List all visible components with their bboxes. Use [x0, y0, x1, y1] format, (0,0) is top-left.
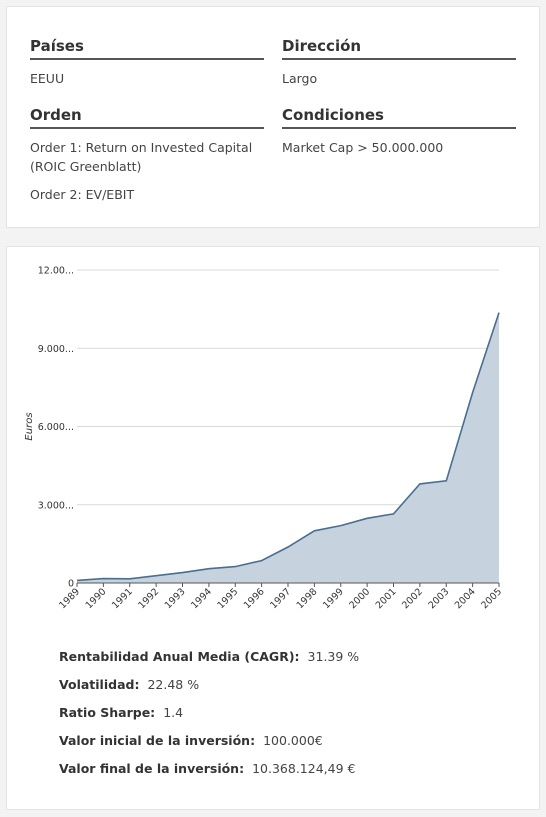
y-tick-label: 3.000...	[38, 500, 74, 511]
y-tick-label: 9.000...	[38, 344, 74, 355]
x-tick-label: 2000	[347, 586, 372, 611]
stat-sharpe: Ratio Sharpe: 1.4	[59, 705, 183, 720]
area-chart: 03.000...6.000...9.000...12.00... 1989 19…	[24, 266, 504, 612]
stat-final-amount: 10.368.124,49 €	[252, 761, 356, 776]
condiciones-title: Condiciones	[282, 106, 516, 129]
stat-initial-label: Valor inicial de la inversión:	[59, 733, 256, 748]
stat-cagr-label: Rentabilidad Anual Media (CAGR):	[59, 649, 300, 664]
condiciones-value: Market Cap > 50.000.000	[282, 140, 444, 155]
y-tick-label: 0	[68, 579, 74, 590]
x-tick-label: 1990	[84, 586, 109, 611]
x-tick-label: 1991	[110, 586, 135, 611]
filters-card: Países EEUU Dirección Largo Orden Order …	[6, 6, 540, 228]
y-tick-label: 6.000...	[38, 422, 74, 433]
orden-item-2: Order 2: EV/EBIT	[30, 187, 135, 202]
x-tick-label: 1996	[242, 586, 267, 611]
x-tick-label: 1989	[57, 586, 82, 611]
y-axis-label: Euros	[24, 412, 35, 440]
stat-volatility-label: Volatilidad:	[59, 677, 140, 692]
stat-final-value: Valor final de la inversión: 10.368.124,4…	[59, 761, 355, 776]
stat-volatility-value: 22.48 %	[147, 677, 200, 692]
x-tick-label: 1997	[268, 586, 293, 611]
x-tick-label: 1999	[321, 586, 346, 611]
direccion-title: Dirección	[282, 37, 516, 60]
y-tick-label: 12.00...	[38, 266, 74, 277]
stat-sharpe-label: Ratio Sharpe:	[59, 705, 156, 720]
stat-volatility: Volatilidad: 22.48 %	[59, 677, 199, 692]
orden-title: Orden	[30, 106, 264, 129]
x-tick-label: 2001	[374, 586, 399, 611]
stat-initial-value: Valor inicial de la inversión: 100.000€	[59, 733, 323, 748]
x-tick-label: 2005	[479, 586, 504, 611]
x-tick-label: 1992	[136, 586, 161, 611]
stat-initial-amount: 100.000€	[263, 733, 323, 748]
stat-final-label: Valor final de la inversión:	[59, 761, 245, 776]
x-tick-label: 2002	[400, 586, 425, 611]
x-tick-label: 1994	[189, 586, 214, 611]
orden-item-1: Order 1: Return on Invested Capital (ROI…	[30, 140, 253, 174]
x-tick-label: 2003	[426, 586, 451, 611]
stat-cagr: Rentabilidad Anual Media (CAGR): 31.39 %	[59, 649, 359, 664]
x-tick-label: 1993	[163, 586, 188, 611]
paises-title: Países	[30, 37, 264, 60]
stat-cagr-value: 31.39 %	[307, 649, 360, 664]
area-fill	[77, 312, 499, 583]
paises-value: EEUU	[30, 71, 65, 86]
x-tick-label: 2004	[453, 586, 478, 611]
stat-sharpe-value: 1.4	[163, 705, 184, 720]
x-tick-label: 1995	[215, 586, 240, 611]
series-line	[76, 312, 500, 582]
chart-card: 0 3.000... 6.000... 9.000... 12.00... 1989 19…	[6, 246, 540, 810]
direccion-value: Largo	[282, 71, 318, 86]
x-tick-label: 1998	[295, 586, 320, 611]
